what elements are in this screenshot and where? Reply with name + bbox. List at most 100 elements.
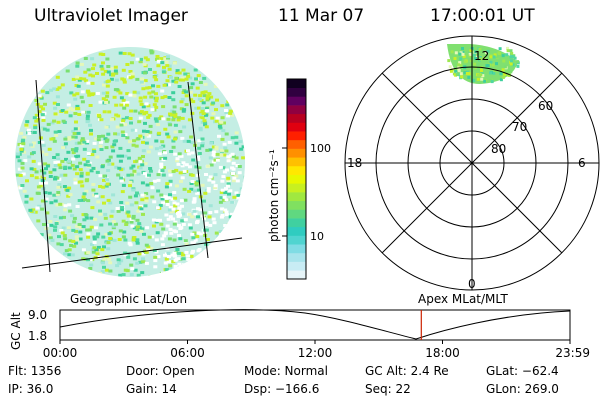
emission-pixel	[124, 221, 129, 225]
emission-pixel	[154, 96, 159, 100]
emission-pixel	[21, 138, 26, 142]
emission-pixel	[144, 102, 149, 106]
emission-pixel	[132, 257, 137, 261]
emission-pixel	[139, 229, 144, 233]
emission-pixel	[193, 189, 197, 193]
emission-pixel	[128, 195, 133, 199]
emission-pixel	[160, 89, 165, 93]
emission-pixel	[143, 56, 148, 60]
emission-pixel	[148, 169, 153, 173]
emission-pixel	[62, 185, 67, 188]
emission-pixel	[78, 237, 83, 241]
polar-emission-pixel	[465, 72, 469, 75]
emission-pixel	[206, 94, 210, 98]
polar-emission-pixel	[476, 62, 480, 66]
emission-pixel	[115, 207, 120, 210]
emission-pixel	[83, 163, 88, 167]
emission-pixel	[146, 115, 151, 119]
emission-pixel	[131, 214, 136, 218]
emission-pixel	[111, 193, 116, 197]
emission-pixel	[48, 220, 53, 223]
emission-pixel	[226, 184, 230, 188]
emission-pixel	[27, 155, 32, 159]
emission-pixel	[63, 137, 68, 141]
emission-pixel	[226, 182, 231, 186]
emission-pixel	[148, 145, 153, 149]
emission-pixel	[84, 216, 89, 220]
emission-pixel	[82, 140, 87, 144]
emission-pixel	[151, 90, 156, 94]
emission-pixel	[82, 157, 87, 161]
emission-pixel	[37, 94, 42, 98]
emission-pixel	[222, 121, 226, 125]
emission-pixel	[48, 175, 53, 178]
emission-pixel	[168, 266, 173, 270]
emission-pixel	[121, 183, 126, 187]
emission-pixel	[27, 132, 32, 135]
emission-pixel	[173, 152, 178, 156]
emission-pixel	[89, 263, 94, 267]
polar-emission-pixel	[503, 65, 507, 69]
emission-pixel	[125, 101, 130, 105]
emission-pixel	[43, 191, 48, 195]
emission-pixel	[131, 238, 136, 242]
emission-pixel	[141, 257, 145, 261]
emission-pixel	[189, 135, 194, 139]
emission-pixel	[82, 147, 87, 151]
emission-pixel	[54, 134, 59, 137]
emission-pixel	[94, 137, 99, 141]
emission-pixel	[23, 159, 28, 163]
emission-pixel	[31, 159, 36, 163]
emission-pixel	[50, 121, 55, 125]
emission-pixel	[116, 173, 121, 177]
emission-pixel	[44, 152, 49, 156]
polar-emission-pixel	[478, 47, 482, 51]
emission-pixel	[33, 210, 38, 214]
emission-pixel	[192, 209, 197, 213]
emission-pixel	[168, 264, 173, 268]
emission-pixel	[105, 159, 110, 163]
emission-pixel	[186, 74, 191, 78]
emission-pixel	[163, 127, 168, 131]
emission-pixel	[72, 93, 77, 97]
emission-pixel	[75, 104, 80, 108]
emission-pixel	[132, 169, 137, 173]
polar-emission-pixel	[459, 57, 463, 61]
emission-pixel	[180, 204, 184, 208]
emission-pixel	[95, 170, 100, 174]
instrument-title: Ultraviolet Imager	[34, 6, 188, 26]
emission-pixel	[59, 229, 64, 232]
emission-pixel	[120, 77, 125, 81]
emission-pixel	[42, 171, 47, 175]
emission-pixel	[195, 221, 199, 225]
emission-pixel	[71, 108, 76, 112]
emission-pixel	[113, 65, 118, 69]
emission-pixel	[37, 141, 42, 144]
emission-pixel	[63, 252, 68, 256]
emission-pixel	[118, 91, 123, 95]
emission-pixel	[198, 81, 203, 84]
emission-pixel	[68, 239, 73, 243]
polar-emission-pixel	[467, 75, 471, 79]
emission-pixel	[76, 131, 81, 135]
emission-pixel	[36, 191, 41, 195]
emission-pixel	[42, 223, 46, 226]
emission-pixel	[74, 241, 78, 245]
polar-emission-pixel	[459, 72, 463, 76]
longitude-line	[35, 79, 51, 273]
timeline-x-tick-label: 18:00	[425, 346, 460, 360]
emission-pixel	[236, 196, 240, 200]
emission-pixel	[141, 252, 146, 256]
mlt-label-6: 6	[578, 156, 586, 170]
emission-pixel	[32, 167, 37, 171]
emission-pixel	[85, 228, 90, 232]
emission-pixel	[168, 123, 173, 127]
emission-pixel	[177, 71, 182, 75]
emission-pixel	[92, 241, 97, 244]
polar-emission-pixel	[457, 69, 461, 73]
emission-pixel	[138, 96, 143, 100]
emission-pixel	[63, 165, 68, 169]
emission-pixel	[177, 211, 182, 214]
emission-pixel	[236, 193, 241, 197]
emission-pixel	[49, 223, 54, 227]
